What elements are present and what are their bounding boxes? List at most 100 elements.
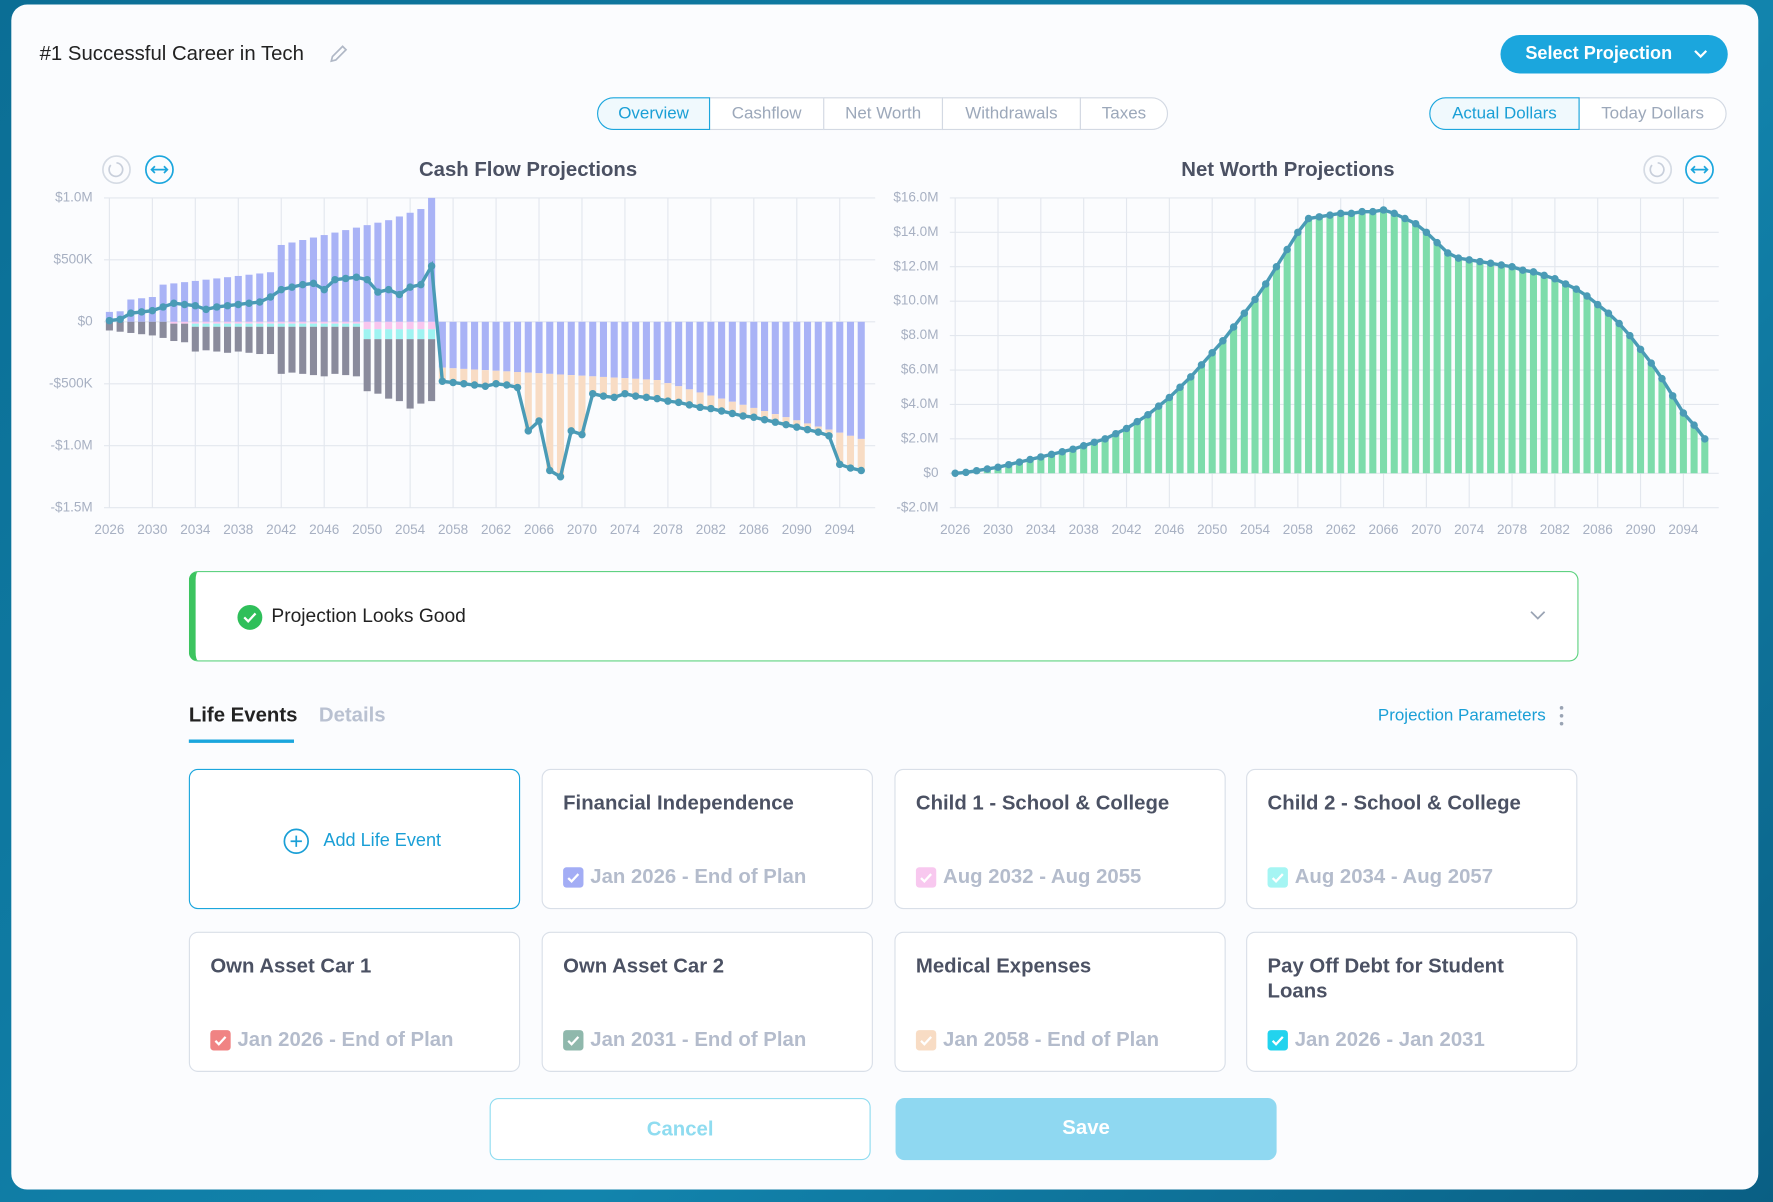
tab[interactable]: Taxes <box>1079 97 1169 131</box>
toggle-option[interactable]: Today Dollars <box>1578 97 1727 131</box>
point <box>1026 455 1034 464</box>
bar <box>1594 304 1602 474</box>
event-dates-row: Aug 2034 - Aug 2057 <box>1267 865 1493 889</box>
expand-button[interactable] <box>145 155 174 185</box>
y-tick-label: -$1.0M <box>51 437 93 452</box>
reset-button[interactable] <box>102 155 131 185</box>
bar <box>556 321 565 375</box>
reset-button[interactable] <box>1643 155 1673 185</box>
bar <box>223 321 232 324</box>
point <box>1154 402 1163 410</box>
bar <box>277 323 285 327</box>
point <box>1497 261 1506 269</box>
tab[interactable]: Net Worth <box>823 97 944 131</box>
point <box>180 300 189 309</box>
bar <box>567 321 575 376</box>
point <box>1486 259 1495 268</box>
y-tick-label: $8.0M <box>901 327 939 342</box>
point <box>266 293 275 301</box>
parameters-link[interactable]: Projection Parameters <box>1377 705 1546 725</box>
event-dates: Jan 2026 - End of Plan <box>590 865 807 888</box>
x-tick-label: 2078 <box>1497 522 1527 537</box>
bar <box>428 329 436 340</box>
point <box>191 301 200 310</box>
point <box>1219 337 1227 345</box>
event-checkbox <box>563 1029 584 1050</box>
plus-icon <box>283 828 309 854</box>
save-button[interactable]: Save <box>895 1097 1277 1161</box>
event-dates-row: Jan 2026 - End of Plan <box>563 865 806 889</box>
life-event-card[interactable]: Pay Off Debt for Student Loans Jan 2026 -… <box>1246 931 1578 1072</box>
point <box>1626 331 1634 340</box>
point <box>653 394 661 403</box>
bar <box>1465 259 1473 474</box>
bar <box>653 380 661 399</box>
point <box>1112 429 1120 438</box>
edit-icon[interactable] <box>328 44 351 64</box>
cancel-button[interactable]: Cancel <box>489 1097 871 1161</box>
point <box>1176 383 1184 391</box>
x-tick-label: 2058 <box>1283 522 1313 537</box>
life-event-card[interactable]: Medical Expenses Jan 2058 - End of Plan <box>894 931 1226 1072</box>
x-tick-label: 2090 <box>1625 522 1655 537</box>
add-event-card[interactable]: Add Life Event <box>188 768 521 910</box>
life-event-card[interactable]: Own Asset Car 2 Jan 2031 - End of Plan <box>541 931 873 1072</box>
toggle-option[interactable]: Actual Dollars <box>1429 97 1580 131</box>
point <box>1047 450 1056 459</box>
bar <box>363 329 371 340</box>
point <box>962 468 970 477</box>
bar <box>363 225 371 322</box>
point <box>1647 359 1655 367</box>
tab[interactable]: Cashflow <box>708 97 825 131</box>
bar <box>675 386 683 403</box>
bar <box>320 235 328 322</box>
life-event-card[interactable]: Own Asset Car 1 Jan 2026 - End of Plan <box>188 931 521 1072</box>
section-tab[interactable]: Life Events <box>188 703 298 726</box>
bar <box>836 321 844 433</box>
event-dates-row: Jan 2026 - End of Plan <box>210 1028 453 1052</box>
life-event-card[interactable]: Financial Independence Jan 2026 - End of … <box>541 768 873 910</box>
more-icon[interactable] <box>1556 704 1567 727</box>
status-banner[interactable]: Projection Looks Good <box>188 571 1579 662</box>
point <box>245 299 253 307</box>
point <box>535 417 543 425</box>
x-tick-label: 2074 <box>1454 522 1485 537</box>
bar <box>406 329 414 340</box>
bar <box>320 321 328 324</box>
select-projection-button[interactable]: Select Projection <box>1500 35 1728 74</box>
bar <box>471 321 479 370</box>
expand-button[interactable] <box>1685 155 1714 185</box>
event-checkbox <box>1267 1029 1288 1050</box>
bar <box>1380 209 1388 474</box>
point <box>417 280 425 289</box>
event-dates-row: Jan 2058 - End of Plan <box>915 1028 1159 1052</box>
bar <box>1283 249 1291 474</box>
bar <box>1647 363 1655 474</box>
bar <box>223 326 232 353</box>
point <box>1304 214 1313 223</box>
bar <box>1690 425 1698 474</box>
tab[interactable]: Withdrawals <box>941 97 1081 131</box>
point <box>1165 393 1174 402</box>
x-tick-label: 2038 <box>1069 522 1099 537</box>
section-tab[interactable]: Details <box>318 703 386 726</box>
bar <box>728 401 736 414</box>
point <box>288 283 296 291</box>
point <box>1476 257 1484 266</box>
bar <box>750 321 758 408</box>
life-event-card[interactable]: Child 2 - School & College Aug 2034 - Aug… <box>1246 768 1578 910</box>
bar <box>406 321 414 330</box>
point <box>621 389 629 398</box>
bar <box>1048 454 1056 474</box>
bar <box>481 370 489 387</box>
tab[interactable]: Overview <box>597 97 711 131</box>
bar <box>589 376 597 394</box>
point <box>631 392 640 400</box>
point <box>857 466 865 475</box>
bar <box>1101 438 1109 474</box>
life-event-card[interactable]: Child 1 - School & College Aug 2032 - Aug… <box>894 768 1226 910</box>
y-tick-label: $0 <box>78 313 93 328</box>
bar <box>331 326 339 374</box>
check <box>567 1035 580 1046</box>
x-tick-label: 2038 <box>223 522 253 537</box>
